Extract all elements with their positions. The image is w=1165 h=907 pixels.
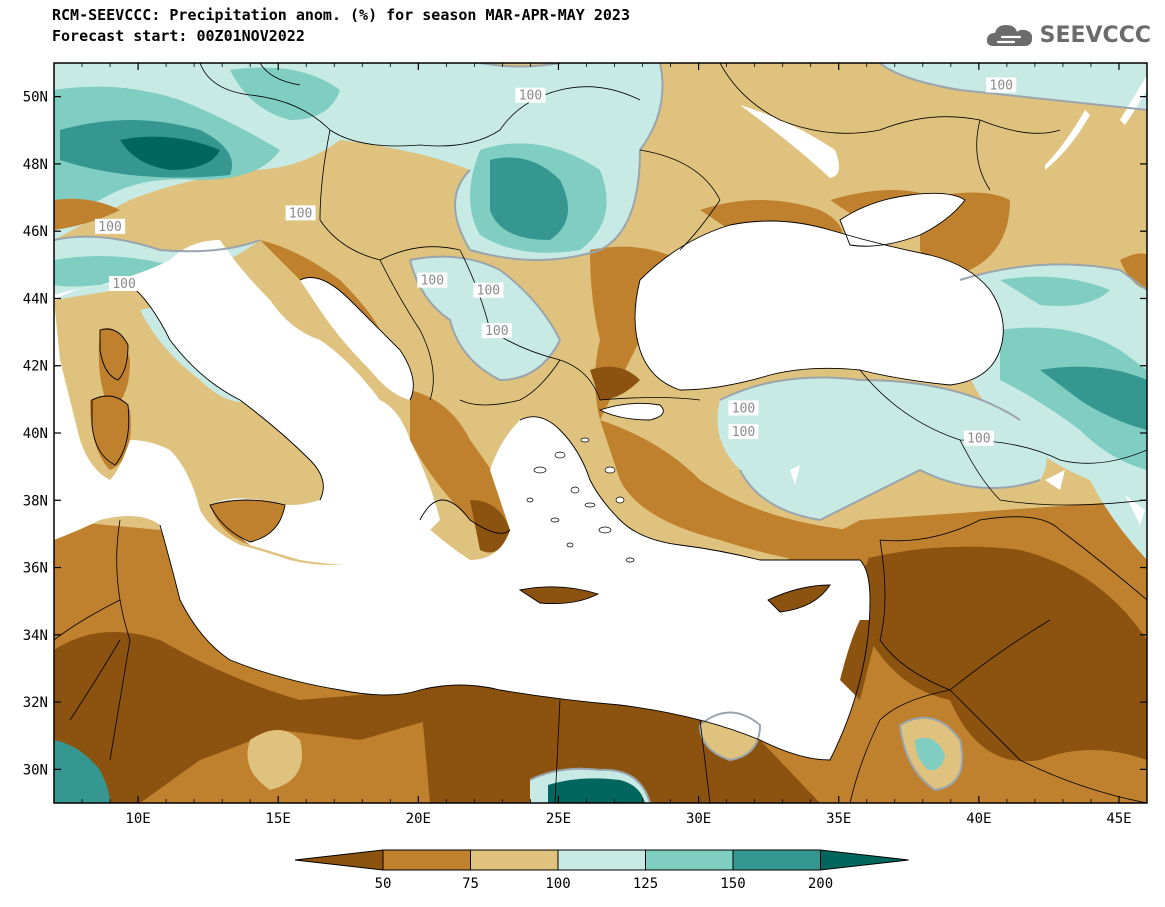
colorbar-label: 50 xyxy=(375,876,392,892)
x-tick-label: 45E xyxy=(1106,811,1131,827)
map-title: RCM-SEEVCCC: Precipitation anom. (%) for… xyxy=(52,6,630,24)
dry-strong-syria-iraq xyxy=(860,546,1147,762)
x-tick-label: 30E xyxy=(686,811,711,827)
country-borders xyxy=(54,63,1147,803)
wet-zone-balkans xyxy=(410,256,560,380)
x-tick-label: 10E xyxy=(125,811,150,827)
contour-label-bg xyxy=(109,276,140,291)
contour-label-bg xyxy=(963,430,994,446)
contour-label: 100 xyxy=(98,220,121,235)
dry-zone-greece xyxy=(410,390,520,530)
contour-label-bg xyxy=(515,87,546,103)
y-tick-label: 46N xyxy=(23,224,48,240)
y-tick-label: 42N xyxy=(23,359,48,375)
sea-mediterranean xyxy=(54,300,870,760)
cloud-icon xyxy=(986,25,1032,46)
contour-label: 100 xyxy=(732,425,755,440)
sea-adriatic xyxy=(300,277,414,400)
contour-labels: 100 100 100 100 100 100 100 100 100 100 100 xyxy=(95,77,1017,447)
y-tick-label: 34N xyxy=(23,628,48,644)
y-tick-label: 38N xyxy=(23,493,48,509)
coastlines xyxy=(91,192,1004,761)
contour-label: 100 xyxy=(477,284,500,299)
logo-text: SEEVCCC xyxy=(1039,22,1151,48)
aegean-islands xyxy=(526,437,635,563)
map-field: 100 100 100 100 100 100 100 100 100 100 100 xyxy=(54,63,1147,803)
x-tick-label: 40E xyxy=(966,811,991,827)
x-axis-ticks: 10E 15E 20E 25E 30E 35E 40E 45E xyxy=(53,63,1148,827)
y-axis-ticks: 50N 48N 46N 44N 42N 40N 38N 36N 34N 32N 30N xyxy=(23,90,1147,778)
x-tick-label: 25E xyxy=(546,811,571,827)
y-tick-label: 36N xyxy=(23,561,48,577)
contour-label: 100 xyxy=(519,89,542,104)
contour-label-bg xyxy=(417,272,448,288)
x-tick-label: 20E xyxy=(406,811,431,827)
contour-label-bg xyxy=(285,205,316,221)
y-tick-label: 48N xyxy=(23,157,48,173)
contour-label: 100 xyxy=(485,324,508,339)
colorbar-box xyxy=(382,849,471,871)
colorbar-label: 200 xyxy=(808,876,833,892)
x-tick-label: 35E xyxy=(826,811,851,827)
island-cyprus xyxy=(768,585,830,612)
y-tick-label: 44N xyxy=(23,291,48,307)
forecast-start: Forecast start: 00Z01NOV2022 xyxy=(52,27,305,45)
colorbar-box xyxy=(557,849,646,871)
contour-label: 100 xyxy=(990,79,1013,94)
contour-label-bg xyxy=(728,400,759,416)
colorbar-box xyxy=(732,849,821,871)
y-tick-label: 50N xyxy=(23,90,48,106)
contour-label-bg xyxy=(95,218,126,234)
island-sicily xyxy=(210,500,285,542)
contour-label-bg xyxy=(481,323,512,339)
contour-label: 100 xyxy=(421,274,444,289)
sea-black-sea xyxy=(635,221,1004,390)
contour-label: 100 xyxy=(732,401,755,416)
colorbar-min-triangle xyxy=(294,849,384,871)
y-tick-label: 32N xyxy=(23,695,48,711)
contour-label: 100 xyxy=(289,206,312,221)
island-corsica xyxy=(100,329,128,380)
island-sardinia xyxy=(92,396,129,465)
colorbar-max-triangle xyxy=(820,849,909,871)
contour-label: 100 xyxy=(967,432,990,447)
y-tick-label: 30N xyxy=(23,762,48,778)
colorbar-label: 75 xyxy=(462,876,479,892)
colorbar-label: 100 xyxy=(545,876,570,892)
dry-strong-libya-west xyxy=(54,632,430,803)
colorbar: 50 75 100 125 150 200 xyxy=(294,849,909,892)
colorbar-label: 125 xyxy=(633,876,658,892)
contour-label-bg xyxy=(728,424,759,439)
sea-azov xyxy=(840,193,965,247)
colorbar-box xyxy=(470,849,559,871)
colorbar-label: 150 xyxy=(720,876,745,892)
island-crete xyxy=(520,586,598,604)
contour-label-bg xyxy=(986,77,1017,93)
contour-100-lines xyxy=(54,63,1147,803)
x-tick-label: 15E xyxy=(266,811,291,827)
dry-strong-libya-egypt xyxy=(420,675,820,803)
seevccc-logo: SEEVCCC xyxy=(984,20,1151,50)
contour-label-bg xyxy=(473,282,504,298)
colorbar-box xyxy=(645,849,734,871)
y-tick-label: 40N xyxy=(23,426,48,442)
sea-tyrrhenian xyxy=(54,240,440,565)
contour-label: 100 xyxy=(112,277,135,292)
